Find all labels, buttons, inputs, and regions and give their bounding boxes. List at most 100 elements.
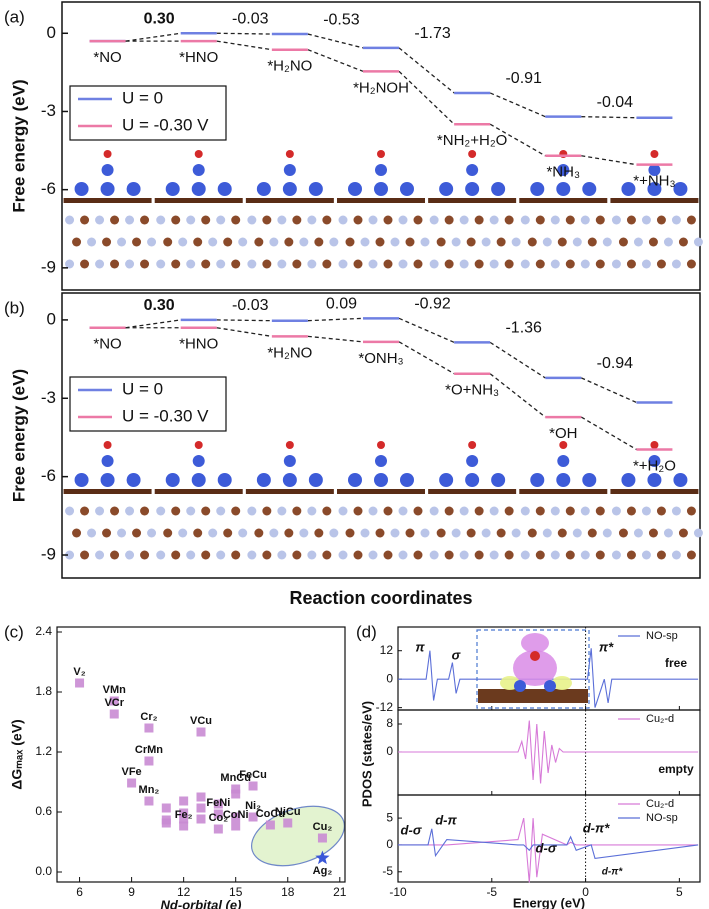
lattice-atom <box>444 550 454 560</box>
lattice-atom <box>262 215 272 225</box>
lattice-atom <box>186 550 196 560</box>
x-tick-label: 18 <box>281 885 295 899</box>
metal-atom <box>217 182 232 196</box>
lattice-atom <box>535 506 545 516</box>
lattice-atom <box>671 259 681 269</box>
y-tick-label: 0 <box>386 671 393 685</box>
slab <box>63 198 152 203</box>
lattice-atom <box>451 237 461 247</box>
slab <box>428 489 517 494</box>
lattice-atom <box>102 528 112 538</box>
lattice-atom <box>550 215 560 225</box>
energy-change: -0.03 <box>232 297 269 314</box>
lattice-atom <box>322 506 332 516</box>
lattice-atom <box>284 237 294 247</box>
lattice-atom <box>163 237 173 247</box>
metal-atom <box>375 455 387 467</box>
metal-atom <box>256 473 271 487</box>
lattice-atom <box>262 506 272 516</box>
metal-atom <box>126 473 141 487</box>
lattice-atom <box>648 237 658 247</box>
point <box>179 821 189 831</box>
lattice-atom <box>147 528 157 538</box>
metal-atom <box>673 182 688 196</box>
lattice-atom <box>254 528 264 538</box>
state-label: *H₂NO <box>267 344 312 361</box>
lattice-atom <box>557 237 567 247</box>
y-tick-label: -12 <box>376 700 394 714</box>
lattice-atom <box>171 215 181 225</box>
inset-orbital <box>521 633 549 653</box>
lattice-atom <box>429 550 439 560</box>
lattice-atom <box>368 259 378 269</box>
lattice-atom <box>466 237 476 247</box>
metal-atom <box>348 182 362 196</box>
connector <box>307 317 364 322</box>
lattice-atom <box>413 550 423 560</box>
lattice-atom <box>383 506 393 516</box>
annotation: π <box>415 639 425 654</box>
lattice-atom <box>72 528 82 538</box>
lattice-atom <box>535 215 545 225</box>
inset-atom <box>544 680 556 692</box>
point <box>248 812 258 822</box>
metal-atom <box>217 473 232 487</box>
metal-atom <box>556 473 571 487</box>
lattice-atom <box>193 237 203 247</box>
point-label: MnCu <box>220 772 251 784</box>
lattice-atom <box>535 259 545 269</box>
lattice-atom <box>292 259 302 269</box>
lattice-atom <box>693 237 703 247</box>
lattice-atom <box>65 506 75 516</box>
energy-change: 0.09 <box>326 296 357 313</box>
lattice-atom <box>80 259 90 269</box>
metal-atom <box>308 473 323 487</box>
lattice-atom <box>353 259 363 269</box>
lattice-atom <box>565 550 575 560</box>
lattice-atom <box>641 550 651 560</box>
point <box>75 678 85 688</box>
lattice-atom <box>231 259 241 269</box>
y-axis-label: PDOS (states/eV) <box>359 701 374 807</box>
lattice-atom <box>641 259 651 269</box>
lattice-atom <box>542 528 552 538</box>
metal-atom <box>400 182 414 196</box>
lattice-atom <box>110 506 120 516</box>
lattice-atom <box>284 528 294 538</box>
state-label: *ONH₃ <box>358 350 403 367</box>
lattice-atom <box>504 550 514 560</box>
x-tick-label: 5 <box>676 885 683 899</box>
lattice-atom <box>383 550 393 560</box>
lattice-atom <box>398 215 408 225</box>
annotation: d-π* <box>583 820 611 835</box>
y-tick-label: -6 <box>41 466 56 485</box>
connector <box>398 317 455 343</box>
metal-atom <box>165 473 180 487</box>
lattice-atom <box>420 237 430 247</box>
lattice-atom <box>602 237 612 247</box>
metal-atom <box>673 473 688 487</box>
y-tick-label: -6 <box>41 179 56 198</box>
lattice-atom <box>444 215 454 225</box>
lattice-atom <box>398 259 408 269</box>
lattice-atom <box>338 215 348 225</box>
energy-change: -0.94 <box>597 355 634 372</box>
lattice-atom <box>444 506 454 516</box>
metal-atom <box>256 182 271 196</box>
y-tick-label: 0 <box>47 309 56 328</box>
lattice-atom <box>95 550 105 560</box>
state-label: *+H₂O <box>633 457 676 474</box>
lattice-atom <box>671 506 681 516</box>
lattice-atom <box>277 550 287 560</box>
lattice-atom <box>611 506 621 516</box>
lattice-atom <box>595 215 605 225</box>
point-label: NiCu <box>275 806 301 818</box>
point-label: CoCu <box>256 808 285 820</box>
y-tick-label: -5 <box>382 864 393 878</box>
adsorbate-atom <box>650 441 659 449</box>
lattice-atom <box>65 259 75 269</box>
state-label: *O+NH₃ <box>445 382 499 399</box>
metal-atom <box>647 473 662 487</box>
lattice-atom <box>398 506 408 516</box>
lattice-atom <box>360 237 370 247</box>
